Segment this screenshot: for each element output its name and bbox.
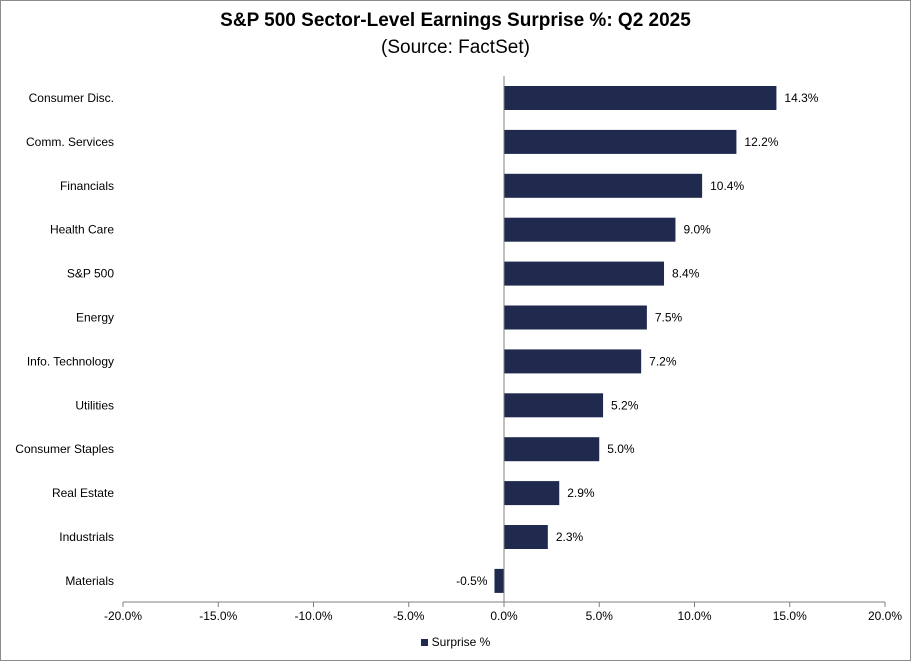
- x-tick-label: 20.0%: [868, 609, 902, 623]
- category-label: S&P 500: [67, 267, 114, 281]
- legend-swatch: [420, 639, 428, 646]
- x-tick-label: 15.0%: [773, 609, 807, 623]
- bar: [504, 173, 703, 198]
- bar: [494, 568, 504, 593]
- data-label: 2.3%: [556, 530, 584, 544]
- x-tick-label: -20.0%: [104, 609, 142, 623]
- x-tick-label: -5.0%: [393, 609, 425, 623]
- category-label: Info. Technology: [27, 354, 114, 368]
- x-tick-label: 5.0%: [586, 609, 614, 623]
- bar: [504, 129, 737, 154]
- category-label: Health Care: [50, 223, 114, 237]
- data-label: 5.0%: [607, 442, 635, 456]
- bar: [504, 393, 604, 418]
- bar: [504, 437, 600, 462]
- data-label: 8.4%: [672, 267, 700, 281]
- x-tick-label: 10.0%: [677, 609, 711, 623]
- bar: [504, 305, 647, 330]
- legend-label: Surprise %: [431, 635, 491, 649]
- category-label: Financials: [60, 179, 114, 193]
- bar: [504, 261, 665, 286]
- bar: [504, 349, 642, 374]
- data-label: -0.5%: [456, 574, 488, 588]
- data-label: 10.4%: [710, 179, 744, 193]
- data-label: 14.3%: [784, 91, 818, 105]
- legend: Surprise %: [1, 635, 910, 649]
- data-label: 9.0%: [683, 223, 711, 237]
- bar: [504, 86, 777, 110]
- chart-title: S&P 500 Sector-Level Earnings Surprise %…: [220, 10, 691, 31]
- x-tick-label: 0.0%: [490, 609, 518, 623]
- data-label: 7.2%: [649, 354, 677, 368]
- x-tick-label: -15.0%: [199, 609, 237, 623]
- data-label: 2.9%: [567, 486, 595, 500]
- category-label: Industrials: [59, 530, 114, 544]
- data-label: 12.2%: [744, 135, 778, 149]
- data-label: 5.2%: [611, 398, 639, 412]
- x-tick-label: -10.0%: [294, 609, 332, 623]
- category-label: Materials: [65, 574, 114, 588]
- category-label: Consumer Disc.: [29, 91, 114, 105]
- category-label: Utilities: [75, 398, 114, 412]
- category-label: Consumer Staples: [15, 442, 114, 456]
- category-label: Energy: [76, 311, 114, 325]
- category-label: Comm. Services: [26, 135, 114, 149]
- chart-subtitle: (Source: FactSet): [381, 37, 530, 58]
- bar: [504, 525, 548, 549]
- bar: [504, 481, 560, 506]
- data-label: 7.5%: [655, 311, 683, 325]
- category-label: Real Estate: [52, 486, 114, 500]
- bar: [504, 217, 676, 242]
